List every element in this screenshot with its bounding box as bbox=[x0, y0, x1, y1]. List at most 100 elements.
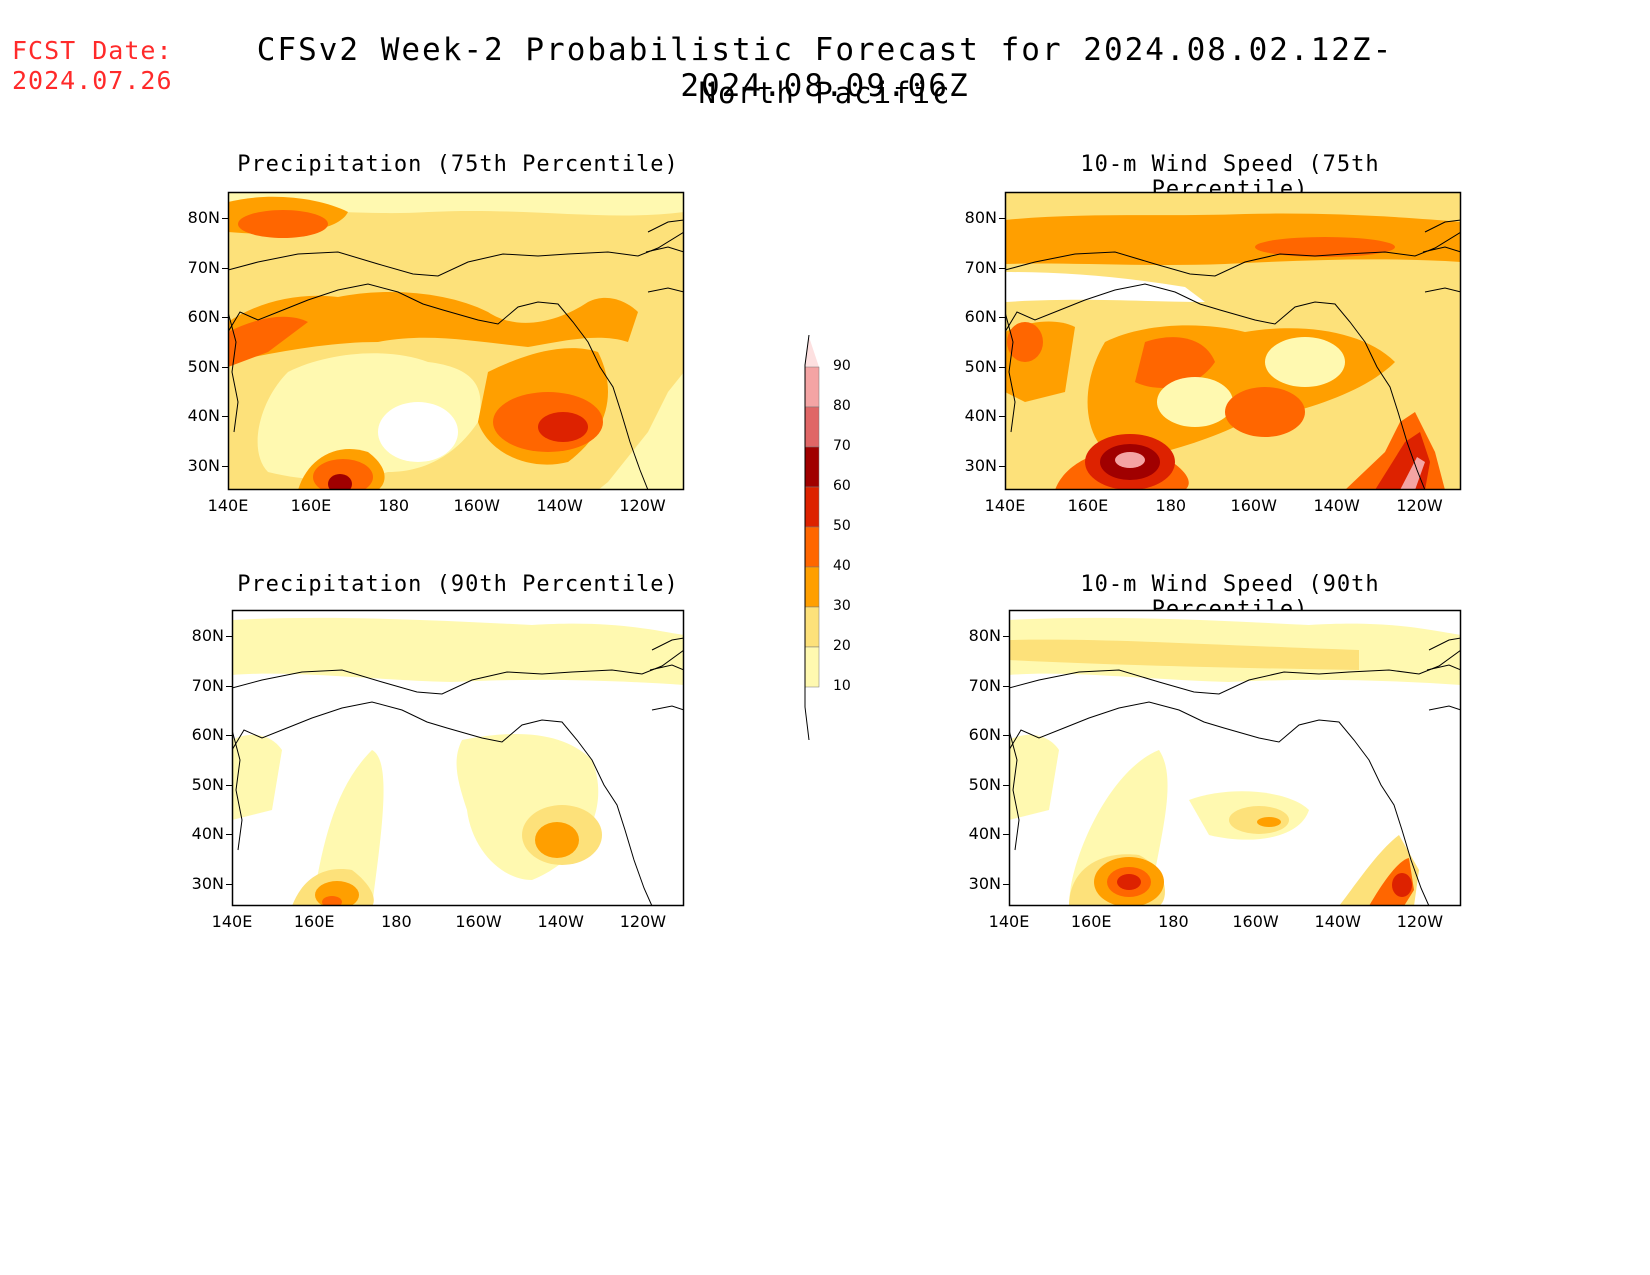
map-wind-90 bbox=[1008, 609, 1462, 907]
lon-label: 140W bbox=[536, 496, 583, 515]
lon-label: 140E bbox=[211, 912, 253, 931]
lat-tick bbox=[999, 218, 1005, 219]
lat-label: 30N bbox=[968, 873, 1001, 893]
forecast-date-block: FCST Date: 2024.07.26 bbox=[12, 36, 173, 96]
lon-label: 160W bbox=[1232, 912, 1279, 931]
lon-label: 120W bbox=[1396, 912, 1444, 931]
lat-tick bbox=[999, 317, 1005, 318]
lat-tick bbox=[999, 267, 1005, 269]
lat-tick bbox=[1003, 784, 1009, 786]
lat-label: 50N bbox=[191, 774, 224, 794]
lat-label: 70N bbox=[191, 675, 224, 695]
lon-label: 160E bbox=[293, 912, 335, 931]
lat-label: 80N bbox=[964, 208, 997, 227]
lat-label: 30N bbox=[191, 873, 224, 893]
lat-label: 60N bbox=[964, 307, 997, 326]
lon-label: 160W bbox=[453, 496, 500, 515]
lon-label: 180 bbox=[381, 912, 412, 931]
lon-label: 120W bbox=[1396, 496, 1443, 515]
lat-label: 50N bbox=[187, 356, 220, 376]
lat-label: 60N bbox=[191, 725, 224, 744]
colorbar-box bbox=[804, 446, 820, 488]
lat-label: 30N bbox=[964, 455, 997, 475]
lat-tick bbox=[222, 218, 228, 219]
colorbar-level-label: 20 bbox=[833, 638, 851, 654]
lon-label: 160W bbox=[455, 912, 502, 931]
lat-tick bbox=[222, 366, 228, 368]
colorbar bbox=[804, 335, 820, 741]
colorbar-level-label: 50 bbox=[833, 518, 851, 534]
lat-tick bbox=[226, 784, 232, 786]
colorbar-level-label: 80 bbox=[833, 398, 851, 414]
lat-tick bbox=[222, 465, 228, 467]
lat-tick bbox=[222, 267, 228, 269]
lat-tick bbox=[999, 366, 1005, 368]
colorbar-level-label: 60 bbox=[833, 478, 851, 494]
lon-label: 140E bbox=[207, 496, 249, 515]
lat-label: 40N bbox=[187, 406, 220, 425]
lat-label: 40N bbox=[968, 824, 1001, 843]
forecast-date-label: FCST Date: bbox=[12, 36, 173, 65]
colorbar-top-triangle bbox=[805, 337, 819, 367]
lat-label: 80N bbox=[191, 626, 224, 645]
lat-tick bbox=[999, 465, 1005, 467]
colorbar-box bbox=[804, 646, 820, 688]
lat-label: 50N bbox=[968, 774, 1001, 794]
lat-tick bbox=[226, 735, 232, 736]
colorbar-level-label: 10 bbox=[833, 678, 851, 694]
lat-tick bbox=[1003, 883, 1009, 885]
colorbar-level-label: 90 bbox=[833, 358, 851, 374]
panel-title-precip-90: Precipitation (90th Percentile) bbox=[237, 572, 679, 597]
map-wind-75 bbox=[1004, 191, 1462, 491]
map-precip-75 bbox=[227, 191, 685, 491]
region-subtitle: North Pacific bbox=[698, 76, 952, 110]
lat-label: 30N bbox=[187, 455, 220, 475]
lon-label: 140E bbox=[984, 496, 1026, 515]
lat-tick bbox=[1003, 834, 1009, 835]
lon-label: 160E bbox=[1070, 912, 1112, 931]
lon-label: 160E bbox=[290, 496, 332, 515]
map-precip-90 bbox=[231, 609, 685, 907]
colorbar-box bbox=[804, 606, 820, 648]
lat-label: 40N bbox=[964, 406, 997, 425]
lon-label: 140W bbox=[1314, 912, 1361, 931]
lon-label: 120W bbox=[619, 912, 667, 931]
lon-label: 180 bbox=[1158, 912, 1189, 931]
lat-label: 60N bbox=[968, 725, 1001, 744]
colorbar-box bbox=[804, 366, 820, 408]
colorbar-level-label: 70 bbox=[833, 438, 851, 454]
panel-title-precip-75: Precipitation (75th Percentile) bbox=[237, 152, 679, 177]
lat-tick bbox=[1003, 735, 1009, 736]
colorbar-box bbox=[804, 526, 820, 568]
lon-label: 140W bbox=[537, 912, 584, 931]
lat-tick bbox=[226, 834, 232, 835]
lat-tick bbox=[222, 416, 228, 417]
lat-label: 40N bbox=[191, 824, 224, 843]
lon-label: 180 bbox=[378, 496, 410, 515]
lon-label: 140E bbox=[988, 912, 1030, 931]
lat-label: 60N bbox=[187, 307, 220, 326]
lat-label: 70N bbox=[187, 257, 220, 277]
lat-tick bbox=[226, 636, 232, 637]
colorbar-box bbox=[804, 566, 820, 608]
colorbar-box bbox=[804, 406, 820, 448]
lon-label: 120W bbox=[619, 496, 666, 515]
lat-label: 80N bbox=[187, 208, 220, 227]
lat-tick bbox=[226, 685, 232, 687]
lat-label: 50N bbox=[964, 356, 997, 376]
colorbar-level-label: 30 bbox=[833, 598, 851, 614]
lat-tick bbox=[222, 317, 228, 318]
colorbar-level-label: 40 bbox=[833, 558, 851, 574]
lat-label: 80N bbox=[968, 626, 1001, 645]
lon-label: 140W bbox=[1313, 496, 1360, 515]
lat-label: 70N bbox=[964, 257, 997, 277]
panel-title-wind-90: 10-m Wind Speed (90th Percentile) bbox=[1080, 572, 1380, 622]
lon-label: 180 bbox=[1155, 496, 1187, 515]
forecast-date-value: 2024.07.26 bbox=[12, 66, 173, 95]
lon-label: 160E bbox=[1067, 496, 1109, 515]
lat-tick bbox=[1003, 685, 1009, 687]
colorbar-box bbox=[804, 486, 820, 528]
lat-tick bbox=[999, 416, 1005, 417]
lat-tick bbox=[226, 883, 232, 885]
lat-label: 70N bbox=[968, 675, 1001, 695]
